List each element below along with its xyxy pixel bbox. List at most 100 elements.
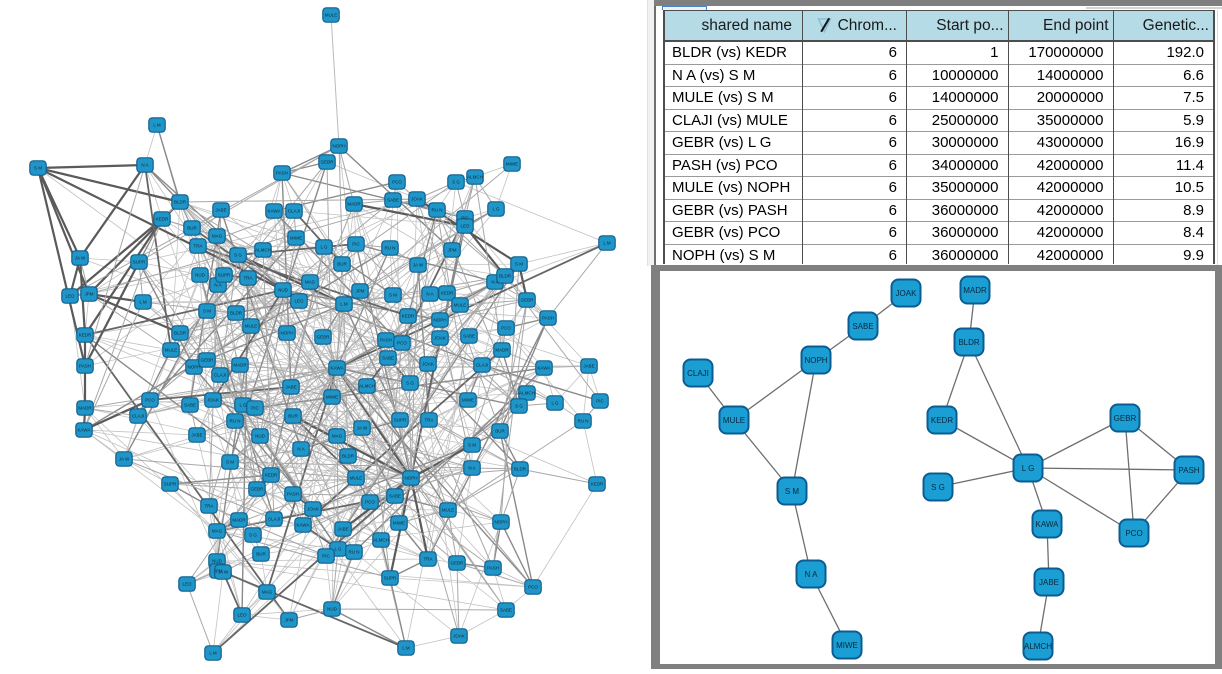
- svg-text:SABE: SABE: [500, 608, 512, 613]
- svg-text:L M: L M: [402, 646, 410, 651]
- svg-text:NOPH: NOPH: [332, 144, 345, 149]
- svg-text:MAG: MAG: [332, 434, 343, 439]
- svg-text:PCO: PCO: [528, 585, 538, 590]
- svg-text:SABE: SABE: [852, 322, 873, 331]
- svg-text:S M: S M: [515, 262, 523, 267]
- svg-text:NOPH: NOPH: [280, 331, 293, 336]
- svg-text:MADR: MADR: [233, 363, 247, 368]
- svg-text:MAG: MAG: [212, 234, 223, 239]
- svg-text:PIC: PIC: [596, 399, 604, 404]
- svg-text:JABE: JABE: [1039, 578, 1059, 587]
- svg-text:ALMCH: ALMCH: [467, 175, 483, 180]
- svg-text:PASH: PASH: [276, 171, 288, 176]
- svg-text:PCO: PCO: [397, 341, 407, 346]
- svg-text:KEDR: KEDR: [441, 291, 454, 296]
- svg-text:PASH: PASH: [79, 364, 91, 369]
- svg-text:N A: N A: [214, 283, 221, 288]
- svg-text:JABE: JABE: [191, 433, 202, 438]
- svg-text:LEO: LEO: [294, 299, 304, 304]
- svg-text:RU N: RU N: [349, 550, 360, 555]
- svg-text:NUD: NUD: [278, 288, 288, 293]
- svg-text:L M: L M: [153, 123, 161, 128]
- svg-text:CLAJI: CLAJI: [214, 373, 226, 378]
- svg-text:BLDR: BLDR: [499, 274, 512, 279]
- svg-text:NUD: NUD: [327, 607, 337, 612]
- svg-text:PASH: PASH: [287, 492, 299, 497]
- svg-text:L G: L G: [492, 207, 500, 212]
- svg-text:BLDR: BLDR: [342, 454, 355, 459]
- svg-text:PIC: PIC: [352, 242, 360, 247]
- svg-text:S G: S G: [452, 180, 460, 185]
- svg-text:NUD: NUD: [212, 559, 222, 564]
- svg-text:PIC: PIC: [322, 554, 330, 559]
- svg-text:SABE: SABE: [463, 334, 475, 339]
- svg-text:BUR: BUR: [288, 414, 298, 419]
- svg-text:KEDR: KEDR: [591, 482, 604, 487]
- svg-text:SUPR: SUPR: [384, 576, 397, 581]
- svg-text:MIWE: MIWE: [326, 395, 338, 400]
- svg-text:MIWE: MIWE: [393, 521, 405, 526]
- svg-text:N A: N A: [468, 466, 475, 471]
- svg-text:L G: L G: [320, 245, 328, 250]
- svg-text:MIWE: MIWE: [462, 398, 474, 403]
- svg-text:MULE: MULE: [454, 303, 467, 308]
- svg-text:ALMCH: ALMCH: [373, 538, 389, 543]
- svg-text:MAG: MAG: [262, 590, 273, 595]
- svg-text:KEDR: KEDR: [931, 416, 953, 425]
- svg-text:GEBR: GEBR: [1114, 414, 1137, 423]
- svg-text:TRA: TRA: [194, 244, 203, 249]
- svg-text:S G: S G: [931, 483, 945, 492]
- svg-text:GEBR: GEBR: [321, 160, 335, 165]
- svg-text:S G: S G: [515, 404, 523, 409]
- svg-text:KEDR: KEDR: [265, 473, 278, 478]
- svg-text:JPM: JPM: [285, 618, 294, 623]
- svg-text:MULE: MULE: [442, 508, 455, 513]
- svg-text:MAG: MAG: [212, 529, 223, 534]
- svg-text:TRA: TRA: [425, 418, 434, 423]
- svg-text:PCO: PCO: [365, 500, 375, 505]
- svg-text:PCO: PCO: [392, 180, 402, 185]
- svg-text:NOPH: NOPH: [494, 520, 507, 525]
- svg-text:NOPH: NOPH: [187, 365, 200, 370]
- svg-text:JPM: JPM: [448, 248, 457, 253]
- svg-text:TRA: TRA: [244, 276, 253, 281]
- svg-text:NOPH: NOPH: [804, 356, 827, 365]
- svg-text:ALMCH: ALMCH: [255, 248, 271, 253]
- svg-text:JOAK: JOAK: [307, 507, 319, 512]
- svg-text:GEBR: GEBR: [451, 561, 465, 566]
- svg-text:PASH: PASH: [380, 338, 392, 343]
- svg-text:MADR: MADR: [963, 286, 987, 295]
- svg-text:S M: S M: [785, 487, 800, 496]
- svg-text:JPM: JPM: [356, 289, 365, 294]
- svg-text:S M: S M: [389, 293, 397, 298]
- svg-text:JOAK: JOAK: [207, 398, 219, 403]
- svg-text:KAWA: KAWA: [331, 366, 344, 371]
- svg-text:BUR: BUR: [337, 262, 347, 267]
- svg-text:RU N: RU N: [578, 419, 589, 424]
- svg-text:GEBR: GEBR: [201, 358, 215, 363]
- svg-text:BLDR: BLDR: [174, 331, 187, 336]
- svg-text:BLDR: BLDR: [514, 467, 527, 472]
- svg-text:JPM: JPM: [214, 569, 223, 574]
- svg-text:SABE: SABE: [184, 403, 196, 408]
- svg-text:L G: L G: [551, 401, 559, 406]
- svg-text:N A: N A: [141, 163, 148, 168]
- svg-text:GEBR: GEBR: [521, 298, 535, 303]
- svg-text:NUD: NUD: [195, 273, 205, 278]
- svg-text:JOAK: JOAK: [453, 634, 465, 639]
- svg-text:CLAJI: CLAJI: [268, 517, 280, 522]
- svg-text:S G: S G: [406, 381, 414, 386]
- svg-text:MADR: MADR: [495, 348, 509, 353]
- svg-text:S M: S M: [203, 309, 211, 314]
- svg-text:JABE: JABE: [583, 364, 594, 369]
- svg-text:SABE: SABE: [387, 198, 399, 203]
- svg-text:L G: L G: [334, 547, 342, 552]
- svg-text:KAWA: KAWA: [297, 523, 310, 528]
- svg-text:PCO: PCO: [1125, 529, 1142, 538]
- svg-text:MIWE: MIWE: [506, 162, 518, 167]
- svg-text:KAWA: KAWA: [78, 428, 91, 433]
- svg-text:RU N: RU N: [432, 208, 443, 213]
- svg-text:JPM: JPM: [85, 292, 94, 297]
- svg-text:SABE: SABE: [382, 356, 394, 361]
- svg-text:N A: N A: [805, 570, 819, 579]
